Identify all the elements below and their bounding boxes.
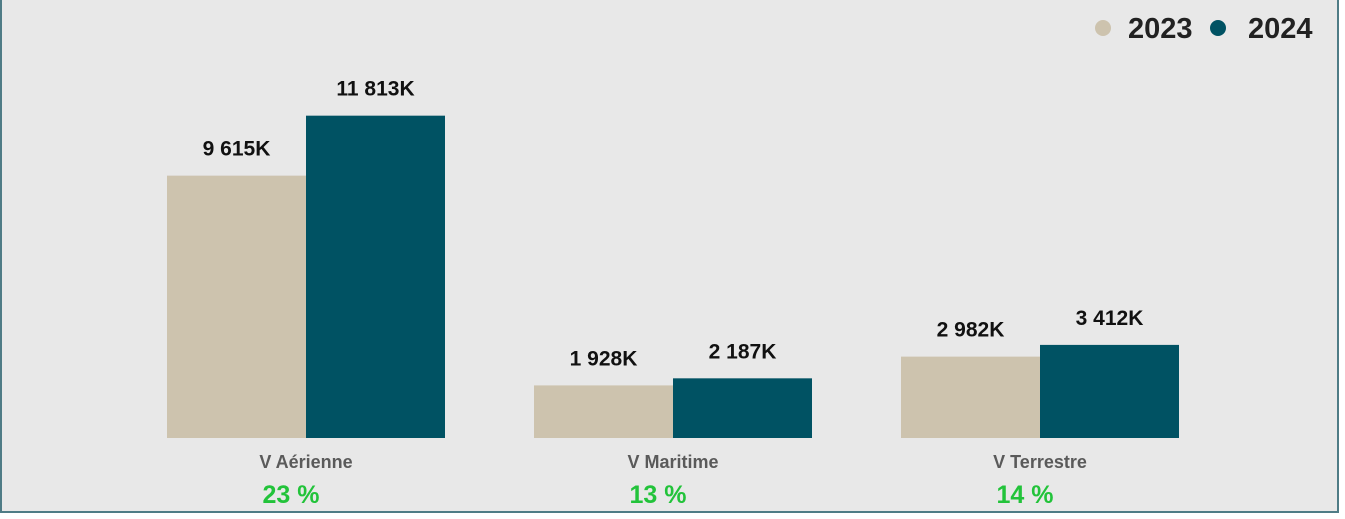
bar-2024-1[interactable] [673, 378, 812, 438]
legend-dot-icon [1210, 20, 1226, 36]
legend-item-2024[interactable]: 2024 [1210, 13, 1313, 45]
bars-group [167, 115, 1179, 438]
growth-percent-label: 23 % [263, 481, 320, 509]
bar-2023-1[interactable] [534, 385, 673, 438]
legend-label: 2024 [1248, 13, 1313, 45]
category-label: V Terrestre [993, 452, 1087, 472]
category-label: V Aérienne [259, 452, 352, 472]
bar-value-label: 2 187K [709, 340, 777, 363]
legend[interactable]: 2023 2024 [1095, 13, 1313, 45]
legend-item-2023[interactable]: 2023 [1095, 13, 1193, 45]
bar-2024-0[interactable] [306, 115, 445, 438]
bar-value-label: 11 813K [336, 78, 414, 101]
legend-dot-icon [1095, 20, 1111, 36]
bar-value-label: 3 412K [1076, 307, 1144, 330]
bar-value-label: 2 982K [937, 319, 1005, 342]
bar-value-label: 9 615K [203, 138, 271, 161]
bar-value-label: 1 928K [570, 347, 638, 370]
category-label: V Maritime [627, 452, 718, 472]
bar-2023-0[interactable] [167, 175, 306, 438]
legend-label: 2023 [1128, 13, 1193, 45]
labels-group: 9 615K 11 813K V Aérienne 23 % 1 928K 2 187K V… [203, 78, 1144, 509]
growth-percent-label: 14 % [997, 481, 1054, 509]
bar-2023-2[interactable] [901, 356, 1040, 438]
bar-2024-2[interactable] [1040, 344, 1179, 438]
growth-percent-label: 13 % [630, 481, 687, 509]
